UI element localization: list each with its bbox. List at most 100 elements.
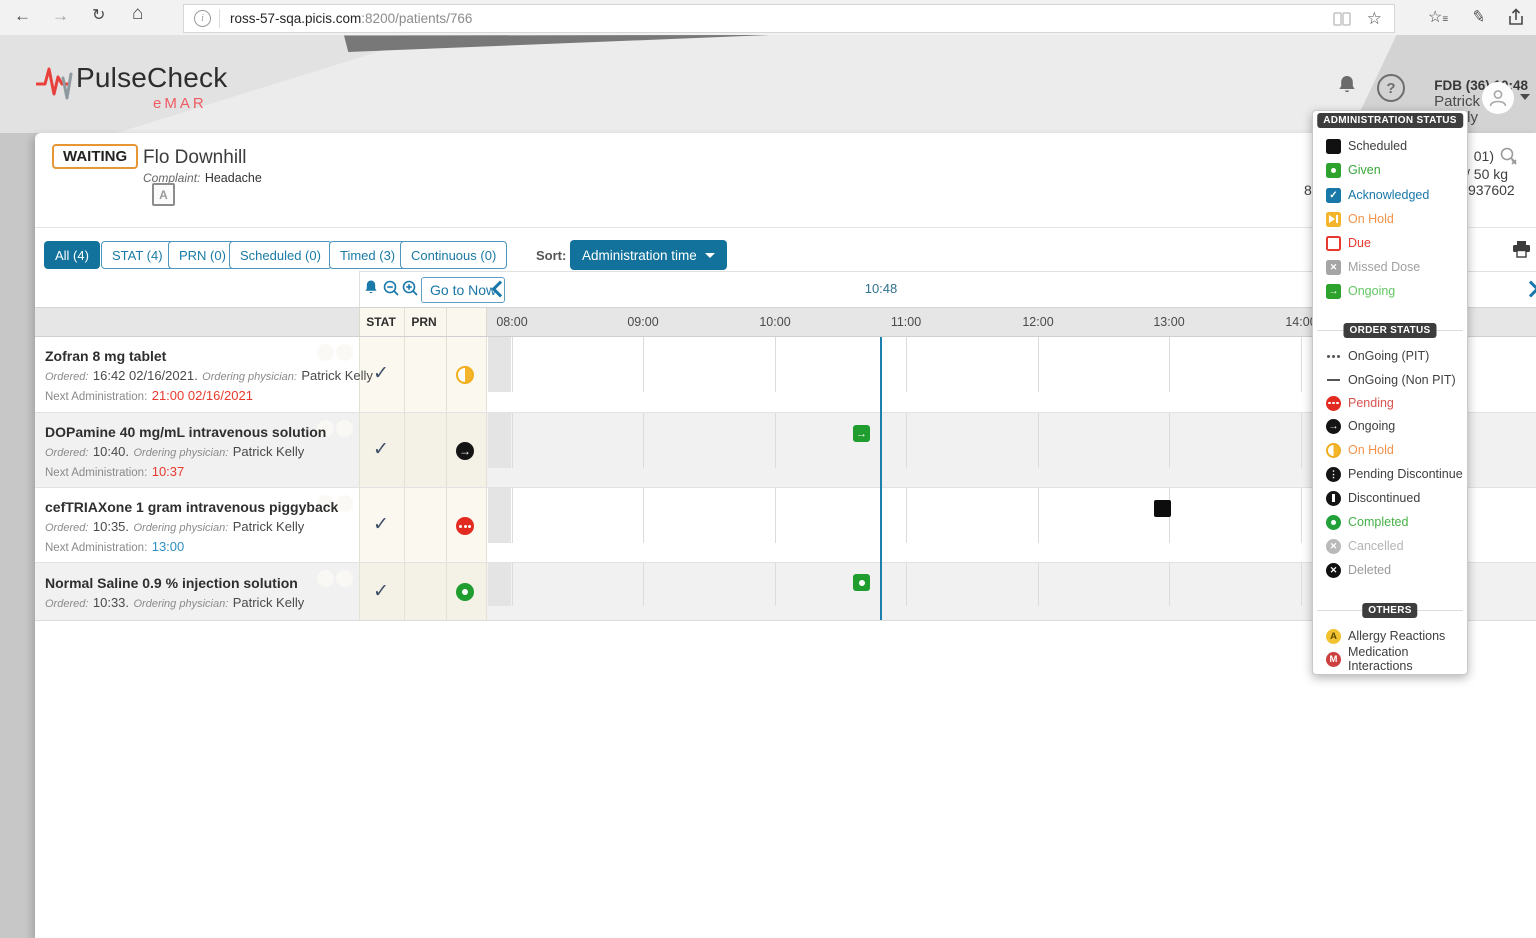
row-action-ghost-icon[interactable] xyxy=(317,495,334,512)
onhold-square-icon xyxy=(1326,211,1341,227)
medication-row-normal-saline[interactable]: Normal Saline 0.9 % injection solution O… xyxy=(35,562,1536,620)
administration-marker-given[interactable] xyxy=(853,574,870,591)
forward-icon[interactable]: → xyxy=(52,6,69,25)
prn-column-header: PRN xyxy=(411,315,437,329)
url-host[interactable]: ross-57-sqa.picis.com xyxy=(230,11,362,26)
back-icon[interactable]: ← xyxy=(14,6,31,25)
timeline-alert-bell-icon[interactable] xyxy=(363,280,379,298)
allergy-flag-badge[interactable]: A xyxy=(152,183,175,206)
tab-scheduled[interactable]: Scheduled (0) xyxy=(229,241,332,269)
ordered-line: Ordered: 10:40. Ordering physician: Patr… xyxy=(45,444,305,459)
zoom-in-icon[interactable] xyxy=(402,280,419,297)
hour-label-1100: 11:00 xyxy=(890,315,922,329)
timeline-pre-range-strip xyxy=(488,413,511,468)
print-icon[interactable] xyxy=(1512,241,1531,258)
current-time-line xyxy=(880,337,882,620)
legend-item-onhold-admin: On Hold xyxy=(1326,210,1394,228)
medication-name[interactable]: Zofran 8 mg tablet xyxy=(45,348,167,364)
hour-label-0900: 09:00 xyxy=(627,315,659,329)
legend-item-discontinued: Discontinued xyxy=(1326,489,1420,507)
medication-row-ceftriaxone[interactable]: cefTRIAXone 1 gram intravenous piggyback… xyxy=(35,487,1536,562)
row-action-ghost-icon[interactable] xyxy=(336,420,353,437)
cancelled-circle-icon: ✕ xyxy=(1326,538,1341,554)
tab-stat[interactable]: STAT (4) xyxy=(101,241,174,269)
user-avatar[interactable] xyxy=(1482,82,1514,114)
ordered-line: Ordered: 10:33. Ordering physician: Patr… xyxy=(45,595,305,610)
legend-item-medication-interactions: M Medication Interactions xyxy=(1326,645,1467,673)
legend-item-ongoing-nonpit: OnGoing (Non PIT) xyxy=(1326,371,1456,389)
row-action-ghost-icon[interactable] xyxy=(336,495,353,512)
legend-item-allergy-reactions: A Allergy Reactions xyxy=(1326,627,1445,645)
medication-name[interactable]: DOPamine 40 mg/mL intravenous solution xyxy=(45,424,327,440)
reading-view-icon[interactable] xyxy=(1333,11,1351,26)
zoom-out-icon[interactable] xyxy=(383,280,400,297)
ongoing-square-icon: → xyxy=(1326,283,1341,299)
administration-marker-ongoing[interactable]: → xyxy=(853,425,870,442)
row-action-ghost-icon[interactable] xyxy=(317,420,334,437)
row-action-ghost-icon[interactable] xyxy=(317,344,334,361)
solid-line-icon xyxy=(1327,378,1340,382)
medication-row-zofran[interactable]: Zofran 8 mg tablet Ordered: 16:42 02/16/… xyxy=(35,337,1536,412)
allergy-circle-icon: A xyxy=(1326,628,1341,644)
go-to-now-button[interactable]: Go to Now xyxy=(421,277,506,303)
sort-label: Sort: xyxy=(536,248,567,263)
hour-label-1400: 14:00 xyxy=(1285,315,1317,329)
sort-dropdown[interactable]: Administration time xyxy=(570,240,727,270)
administration-marker-scheduled[interactable] xyxy=(1154,500,1171,517)
scroll-right-chevron-icon[interactable] xyxy=(1522,280,1536,298)
share-icon[interactable] xyxy=(1506,7,1526,27)
timeline-pre-range-strip xyxy=(488,337,511,392)
legend-section-others: OTHERS xyxy=(1362,603,1418,618)
user-first-name[interactable]: Patrick xyxy=(1434,93,1480,110)
patient-info-fragment-weight: / 50 kg xyxy=(1466,166,1509,182)
timeline-pre-range-strip xyxy=(488,563,511,606)
pending-discontinue-circle-icon: ⋮ xyxy=(1326,466,1341,482)
tab-all[interactable]: All (4) xyxy=(44,241,100,269)
given-square-icon xyxy=(1326,162,1341,178)
patient-status-badge: WAITING xyxy=(52,144,139,169)
patient-complaint: Complaint: Headache xyxy=(143,169,262,187)
column-divider xyxy=(404,308,405,336)
search-remove-icon[interactable] xyxy=(1499,146,1521,168)
medication-row-dopamine[interactable]: DOPamine 40 mg/mL intravenous solution O… xyxy=(35,412,1536,487)
web-note-pen-icon[interactable]: ✎ xyxy=(1470,7,1487,28)
person-icon xyxy=(1489,90,1507,107)
legend-section-administration-status: ADMINISTRATION STATUS xyxy=(1317,113,1463,128)
url-path[interactable]: :8200/patients/766 xyxy=(361,11,473,26)
acknowledged-square-icon: ✓ xyxy=(1326,187,1341,203)
complaint-value: Headache xyxy=(204,171,262,185)
tab-prn[interactable]: PRN (0) xyxy=(168,241,237,269)
medication-name[interactable]: cefTRIAXone 1 gram intravenous piggyback xyxy=(45,499,339,515)
tab-continuous[interactable]: Continuous (0) xyxy=(400,241,508,269)
timeline-pre-range-strip xyxy=(488,488,511,543)
notifications-bell-icon[interactable] xyxy=(1336,75,1358,97)
user-menu-caret-icon[interactable] xyxy=(1520,94,1530,100)
home-icon[interactable]: ⌂ xyxy=(132,3,144,24)
refresh-icon[interactable]: ↻ xyxy=(92,7,106,24)
order-status-completed-icon xyxy=(456,583,474,601)
legend-item-ongoing-pit: OnGoing (PIT) xyxy=(1326,347,1429,365)
site-info-icon[interactable]: i xyxy=(194,10,211,27)
pending-circle-icon xyxy=(1326,395,1341,411)
legend-item-cancelled: ✕ Cancelled xyxy=(1326,537,1404,555)
order-status-pending-icon xyxy=(456,517,474,535)
medication-name[interactable]: Normal Saline 0.9 % injection solution xyxy=(45,575,298,591)
due-square-icon xyxy=(1326,235,1341,251)
legend-item-pending-discontinue: ⋮ Pending Discontinue xyxy=(1326,465,1463,483)
favorites-bar-icon[interactable]: ☆≡ xyxy=(1428,9,1448,26)
completed-circle-icon xyxy=(1326,514,1341,530)
legend-section-order-status: ORDER STATUS xyxy=(1343,323,1437,338)
scheduled-square-icon xyxy=(1326,138,1341,154)
row-action-ghost-icon[interactable] xyxy=(336,344,353,361)
sort-caret-icon xyxy=(704,252,715,258)
hour-label-1200: 12:00 xyxy=(1022,315,1054,329)
help-icon[interactable]: ? xyxy=(1377,74,1405,102)
address-bar[interactable]: i ross-57-sqa.picis.com :8200/patients/7… xyxy=(183,4,1395,33)
favorite-star-icon[interactable]: ☆ xyxy=(1366,8,1382,28)
row-action-ghost-icon[interactable] xyxy=(317,570,334,587)
tab-timed[interactable]: Timed (3) xyxy=(329,241,407,269)
missed-dose-square-icon: ✕ xyxy=(1326,259,1341,275)
deleted-circle-icon: ✕ xyxy=(1326,562,1341,578)
row-action-ghost-icon[interactable] xyxy=(336,570,353,587)
